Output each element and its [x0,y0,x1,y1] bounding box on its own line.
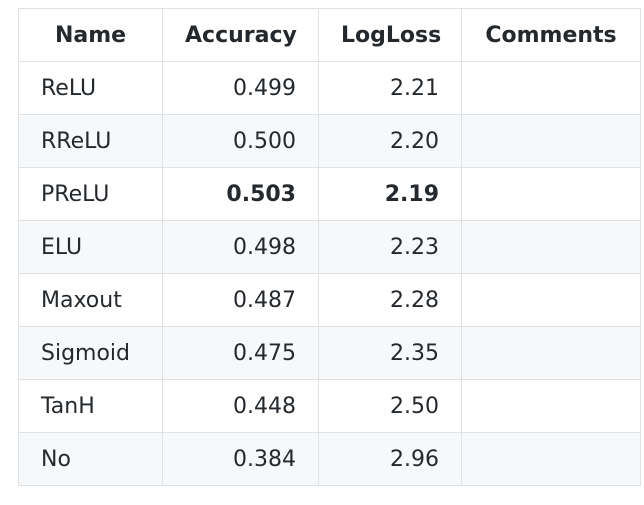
cell-name: ELU [18,220,163,274]
table-header: Name Accuracy LogLoss Comments [18,8,641,62]
table-row: Sigmoid 0.475 2.35 [18,326,641,380]
table-row: TanH 0.448 2.50 [18,379,641,433]
cell-name: RReLU [18,114,163,168]
cell-logloss: 2.28 [318,273,462,327]
cell-logloss: 2.19 [318,167,462,221]
table-row: ReLU 0.499 2.21 [18,61,641,115]
cell-accuracy: 0.503 [162,167,319,221]
cell-logloss: 2.96 [318,432,462,486]
cell-logloss: 2.35 [318,326,462,380]
cell-logloss: 2.23 [318,220,462,274]
table-row: RReLU 0.500 2.20 [18,114,641,168]
cell-name: Maxout [18,273,163,327]
cell-logloss: 2.50 [318,379,462,433]
header-row: Name Accuracy LogLoss Comments [18,8,641,62]
table-row: Maxout 0.487 2.28 [18,273,641,327]
cell-accuracy: 0.475 [162,326,319,380]
header-name: Name [18,8,163,62]
header-accuracy: Accuracy [162,8,319,62]
table-row: PReLU 0.503 2.19 [18,167,641,221]
results-table: Name Accuracy LogLoss Comments ReLU 0.49… [18,8,641,486]
cell-accuracy: 0.384 [162,432,319,486]
table-body: ReLU 0.499 2.21 RReLU 0.500 2.20 PReLU 0… [18,61,641,486]
cell-name: ReLU [18,61,163,115]
cell-name: TanH [18,379,163,433]
cell-comments [461,326,641,380]
cell-comments [461,273,641,327]
header-logloss: LogLoss [318,8,462,62]
cell-comments [461,379,641,433]
cell-comments [461,220,641,274]
results-table-container: Name Accuracy LogLoss Comments ReLU 0.49… [18,8,641,486]
cell-accuracy: 0.500 [162,114,319,168]
cell-comments [461,167,641,221]
cell-accuracy: 0.448 [162,379,319,433]
table-row: ELU 0.498 2.23 [18,220,641,274]
cell-accuracy: 0.487 [162,273,319,327]
header-comments: Comments [461,8,641,62]
cell-name: PReLU [18,167,163,221]
table-row: No 0.384 2.96 [18,432,641,486]
cell-comments [461,61,641,115]
cell-logloss: 2.20 [318,114,462,168]
cell-accuracy: 0.499 [162,61,319,115]
cell-comments [461,432,641,486]
cell-name: Sigmoid [18,326,163,380]
cell-accuracy: 0.498 [162,220,319,274]
cell-name: No [18,432,163,486]
cell-logloss: 2.21 [318,61,462,115]
cell-comments [461,114,641,168]
